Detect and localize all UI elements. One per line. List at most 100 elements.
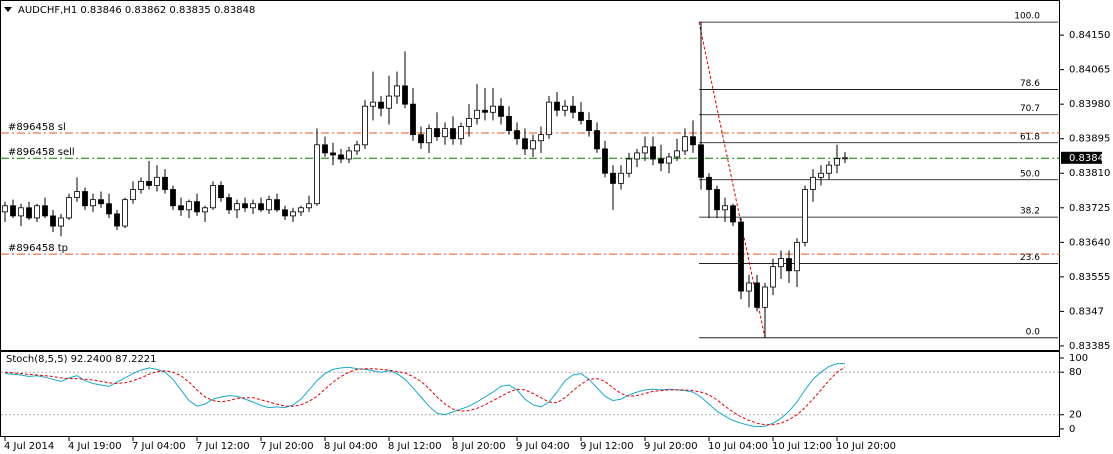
candle-body [810,176,816,190]
candle-body [58,217,64,227]
candle-body [274,199,280,211]
candle-body [666,156,672,164]
y-tick-label: 0.83555 [1069,272,1110,283]
candle-body [818,172,824,178]
candle-body [762,286,768,308]
y-tick-label: 100 [1069,353,1088,364]
candle-body [362,105,368,146]
x-tick-label: 8 Jul 20:00 [452,441,506,452]
stoch-line [4,366,846,426]
candle-body [186,201,192,211]
x-tick-label: 8 Jul 04:00 [324,441,378,452]
candle-body [514,130,520,140]
candle-body [530,140,536,150]
order-label: #896458 sl [8,122,66,133]
candle-body [90,199,96,207]
x-tick-label: 4 Jul 19:00 [68,441,122,452]
candle-body [634,152,640,160]
candle-body [258,203,264,211]
candle-body [586,120,592,131]
x-tick-label: 7 Jul 04:00 [132,441,186,452]
x-tick-label: 7 Jul 20:00 [260,441,314,452]
candle-body [722,205,728,211]
fib-trend [698,21,766,338]
candle-body [466,117,472,127]
fib-label: 23.6 [1020,253,1040,263]
candle-body [842,157,848,160]
current-price: 0.83848 [1069,153,1110,164]
candle-body [658,158,664,164]
candle-body [322,144,328,154]
fib-label: 0.0 [1026,327,1041,337]
candle-body [42,205,48,217]
candle-body [490,105,496,113]
candle-body [154,176,160,186]
y-tick-label: 80 [1069,367,1082,378]
candle-body [474,109,480,119]
candle-body [570,105,576,113]
candle-body [450,128,456,140]
candle-body [218,185,224,199]
x-tick-label: 9 Jul 20:00 [644,441,698,452]
x-tick-label: 10 Jul 04:00 [708,441,768,452]
candle-body [650,146,656,160]
candle-body [618,172,624,184]
candle-body [682,136,688,152]
candle-body [242,203,248,209]
candle-body [354,144,360,152]
candle-body [434,128,440,138]
y-tick-label: 0.83385 [1069,341,1110,352]
candle-body [74,191,80,199]
y-tick-label: 0.83810 [1069,168,1110,179]
candle-body [266,199,272,211]
candle-body [162,176,168,190]
chart-title: AUDCHF,H1 0.83846 0.83862 0.83835 0.8384… [18,5,255,16]
candle-body [138,180,144,190]
candle-body [34,205,40,219]
candle-body [770,266,776,288]
candle-body [114,213,120,227]
candle-body [282,209,288,217]
candle-body [66,197,72,219]
candle-body [130,189,136,201]
candle-body [394,85,400,97]
candle-body [146,180,152,186]
y-tick-label: 20 [1069,410,1082,421]
candle-body [210,185,216,209]
candle-body [538,134,544,142]
candle-body [834,158,840,166]
candle-body [234,203,240,211]
candle-body [418,134,424,144]
candle-body [338,154,344,160]
candle-body [506,115,512,131]
candle-body [482,109,488,113]
candle-body [786,258,792,272]
x-tick-label: 4 Jul 2014 [4,441,54,452]
candle-body [346,150,352,160]
stoch-line [4,363,846,428]
candle-body [82,191,88,207]
y-tick-label: 0.84065 [1069,65,1110,76]
candle-body [778,258,784,268]
candle-body [50,215,56,227]
candle-body [674,150,680,158]
candle-body [402,85,408,105]
candle-body [738,221,744,292]
candle-body [426,128,432,144]
x-tick-label: 10 Jul 12:00 [772,441,832,452]
y-tick-label: 0 [1069,424,1075,435]
y-tick-label: 0.84150 [1069,30,1110,41]
candle-body [730,205,736,223]
candle-body [498,105,504,117]
candle-body [794,241,800,272]
x-tick-label: 9 Jul 12:00 [580,441,634,452]
candle-body [698,144,704,178]
x-tick-label: 8 Jul 12:00 [388,441,442,452]
y-tick-label: 0.8347 [1069,306,1104,317]
candle-body [578,111,584,121]
candle-body [370,101,376,107]
candle-body [386,95,392,109]
x-tick-label: 10 Jul 20:00 [836,441,896,452]
candle-body [554,101,560,111]
candle-body [802,189,808,243]
